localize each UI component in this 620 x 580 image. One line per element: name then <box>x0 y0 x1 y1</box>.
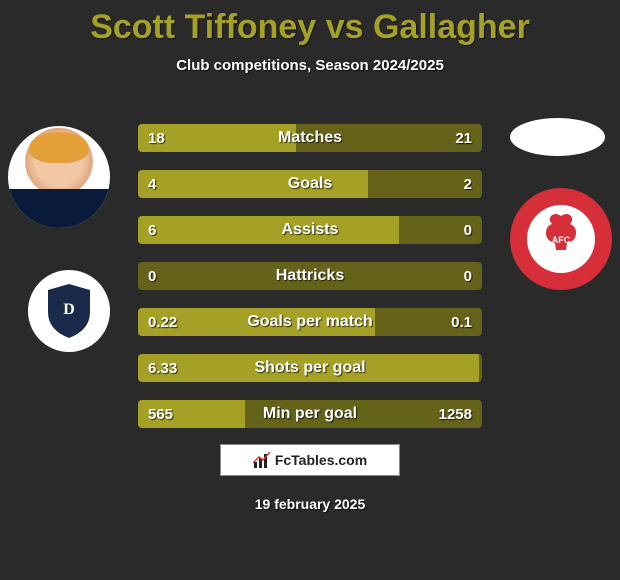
player-photo-right <box>510 118 605 156</box>
stat-row: 0 0Hattricks <box>138 262 482 290</box>
chart-icon <box>253 451 271 469</box>
svg-text:D: D <box>63 301 75 318</box>
bar-right <box>375 308 482 336</box>
footer-date: 19 february 2025 <box>0 496 620 512</box>
subtitle: Club competitions, Season 2024/2025 <box>0 57 620 74</box>
bar-right <box>296 124 482 152</box>
stat-value-right: 0 <box>464 216 472 244</box>
page-title: Scott Tiffoney vs Gallagher <box>0 0 620 47</box>
bar-left <box>138 354 479 382</box>
stat-label: Hattricks <box>138 262 482 290</box>
footer-brand: FcTables.com <box>220 444 400 476</box>
bar-right <box>368 170 482 198</box>
stat-value-left: 0 <box>148 262 156 290</box>
club-badge-right: AFC AIRDRIEONIANS <box>510 188 612 290</box>
bar-left <box>138 170 368 198</box>
stat-value-right: 0 <box>464 262 472 290</box>
stats-panel: 1821Matches42Goals60Assists00Hattricks0.… <box>138 124 482 446</box>
stat-row: 1821Matches <box>138 124 482 152</box>
right-player-column: AFC AIRDRIEONIANS <box>510 118 612 290</box>
stat-row: 42Goals <box>138 170 482 198</box>
stat-row: 6.33Shots per goal <box>138 354 482 382</box>
left-player-column: D <box>8 126 110 352</box>
bar-left <box>138 400 245 428</box>
shield-icon: D <box>44 282 94 340</box>
bar-right <box>245 400 482 428</box>
player-photo-left <box>8 126 110 228</box>
stat-row: 5651258Min per goal <box>138 400 482 428</box>
bar-left <box>138 216 399 244</box>
stat-row: 0.220.1Goals per match <box>138 308 482 336</box>
club-badge-left: D <box>28 270 110 352</box>
bar-left <box>138 308 375 336</box>
stat-row: 60Assists <box>138 216 482 244</box>
club-badge-right-icon: AFC AIRDRIEONIANS <box>510 188 612 290</box>
svg-text:AFC: AFC <box>552 235 571 245</box>
footer-brand-text: FcTables.com <box>275 452 367 468</box>
bar-left <box>138 124 296 152</box>
